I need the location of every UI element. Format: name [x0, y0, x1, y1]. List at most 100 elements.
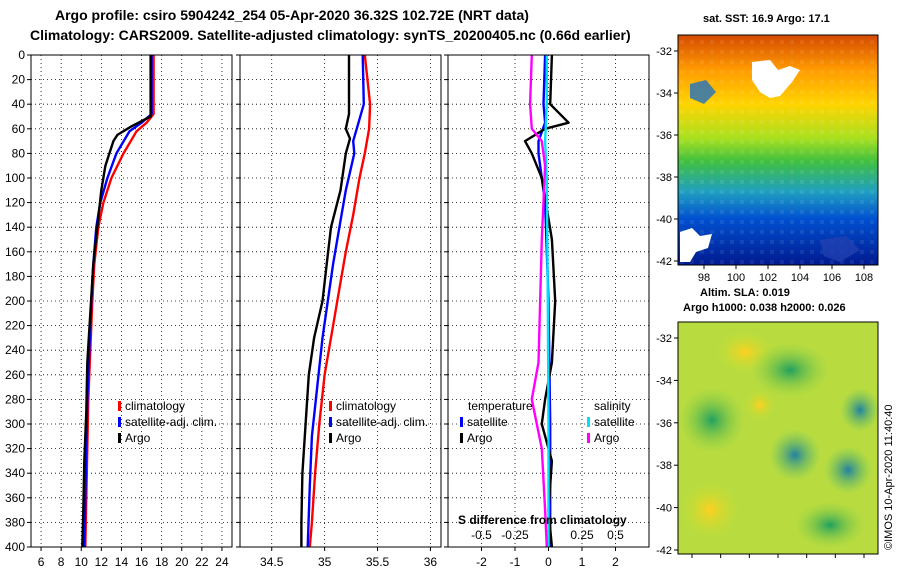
legend-label-satellite: satellite-adj. clim. — [125, 415, 217, 429]
lat-tick-label: -42 — [656, 256, 672, 268]
x-tick-label: 35 — [318, 555, 332, 569]
sla-feature — [750, 342, 830, 398]
legend-label-satellite: satellite-adj. clim. — [336, 415, 428, 429]
top-tick-label: -0.25 — [501, 528, 529, 542]
y-tick-label: 20 — [12, 73, 26, 87]
sla-feature — [678, 386, 746, 454]
legend-swatch-climatology — [118, 401, 121, 411]
y-tick-label: 400 — [5, 540, 25, 554]
legend-label-climatology: climatology — [125, 399, 185, 413]
sst-patch — [690, 80, 716, 104]
imos-credit: ©IMOS 10-Apr-2020 11:40:40 — [883, 405, 895, 550]
lat-tick-label: -34 — [656, 88, 672, 100]
lon-tick-label: 102 — [759, 272, 777, 284]
x-tick-label: 0 — [545, 555, 552, 569]
legend-label-temp-satellite: satellite — [467, 415, 508, 429]
plot-title-line2: Climatology: CARS2009. Satellite-adjuste… — [30, 27, 631, 43]
sst-texture — [678, 35, 878, 265]
plot-title-line1: Argo profile: csiro 5904242_254 05-Apr-2… — [55, 7, 529, 23]
temp-legend: climatology satellite-adj. clim. Argo — [118, 399, 217, 445]
series-argo — [81, 55, 152, 548]
x-tick-label: 22 — [195, 555, 209, 569]
y-tick-label: 380 — [5, 515, 25, 529]
y-tick-label: 100 — [5, 171, 25, 185]
top-tick-label: 0.5 — [607, 528, 624, 542]
top-tick-label: -0.5 — [471, 528, 492, 542]
series-climatology — [308, 54, 372, 548]
y-tick-label: 0 — [18, 48, 25, 62]
y-tick-label: 160 — [5, 245, 25, 259]
lon-tick-label: 106 — [823, 272, 841, 284]
lon-tick-label: 104 — [791, 272, 809, 284]
lon-tick-label: 98 — [698, 272, 710, 284]
lat-tick-label: -34 — [656, 375, 672, 387]
lon-tick-label: 108 — [855, 272, 873, 284]
y-tick-label: 360 — [5, 491, 25, 505]
y-tick-label: 180 — [5, 269, 25, 283]
y-tick-label: 80 — [12, 146, 26, 160]
panel-frame — [30, 54, 233, 548]
lon-tick-label: 100 — [727, 272, 745, 284]
temperature-panel: 0 20 40 60 80 100 120 140 160 180 200 220 240 260 280 3… — [5, 48, 233, 569]
y-tick-label: 300 — [5, 417, 25, 431]
legend-swatch-satellite — [329, 417, 332, 427]
salinity-panel: 34.5 35 35.5 36 — [236, 54, 442, 569]
sst-frame — [677, 34, 879, 266]
s-difference-label: S difference from climatology — [458, 513, 627, 527]
x-tick-label: 16 — [135, 555, 149, 569]
x-tick-label: 12 — [95, 555, 109, 569]
sst-patch — [820, 236, 860, 262]
x-tick-label: 14 — [115, 555, 129, 569]
lat-tick-label: -38 — [656, 460, 672, 472]
y-tick-label: 240 — [5, 343, 25, 357]
legend-label-sal-satellite: satellite — [594, 415, 635, 429]
legend-swatch-sal-satellite — [587, 417, 590, 427]
legend-swatch-temp-argo — [460, 433, 463, 443]
legend-swatch-argo — [118, 433, 121, 443]
legend-label-argo: Argo — [125, 431, 151, 445]
y-tick-label: 140 — [5, 220, 25, 234]
y-tick-label: 340 — [5, 466, 25, 480]
legend-label-argo: Argo — [336, 431, 362, 445]
legend-swatch-satellite — [118, 417, 121, 427]
sla-low — [824, 446, 872, 494]
series-salinity-argo — [528, 54, 548, 548]
legend-swatch-argo — [329, 433, 332, 443]
legend-label-climatology: climatology — [336, 399, 396, 413]
lat-tick-label: -40 — [656, 503, 672, 515]
series-argo — [300, 55, 352, 547]
y-tick-label: 280 — [5, 392, 25, 406]
top-tick-label: 0.25 — [570, 528, 594, 542]
series-salinity-satellite — [543, 55, 550, 547]
x-tick-label: -1 — [510, 555, 521, 569]
sla-high — [680, 480, 740, 540]
sst-map — [677, 34, 879, 266]
lat-tick-label: -38 — [656, 172, 672, 184]
x-tick-label: 6 — [38, 555, 45, 569]
x-tick-label: 35.5 — [366, 555, 390, 569]
sst-axes: -32 -34 -36 -38 -40 -42 98 100 102 104 106 108 — [656, 46, 873, 284]
lat-tick-label: -40 — [656, 214, 672, 226]
difference-panel: -2 -1 0 1 2-0.5 -0.25 0 0.25 0.5 — [444, 54, 650, 569]
lat-tick-label: -32 — [656, 333, 672, 345]
series-satellite-adj-clim- — [306, 54, 365, 548]
y-tick-label: 200 — [5, 294, 25, 308]
y-tick-label: 220 — [5, 319, 25, 333]
x-tick-label: 8 — [58, 555, 65, 569]
x-tick-label: 24 — [215, 555, 229, 569]
x-tick-label: 18 — [155, 555, 169, 569]
x-tick-label: 20 — [175, 555, 189, 569]
legend-swatch-sal-argo — [587, 433, 590, 443]
x-tick-label: -2 — [476, 555, 487, 569]
sst-cloud-mask — [752, 60, 800, 98]
sla-map — [677, 321, 880, 555]
y-tick-label: 40 — [12, 97, 26, 111]
legend-label-sal-argo: Argo — [594, 431, 620, 445]
x-tick-label: 34.5 — [260, 555, 284, 569]
diff-legend: temperature satellite Argo salinity sate… — [458, 399, 635, 527]
x-tick-label: 10 — [75, 555, 89, 569]
sal-legend: climatology satellite-adj. clim. Argo — [329, 399, 428, 445]
lat-tick-label: -36 — [656, 130, 672, 142]
sst-cloud-mask — [680, 228, 712, 262]
panel-frame — [239, 54, 442, 548]
